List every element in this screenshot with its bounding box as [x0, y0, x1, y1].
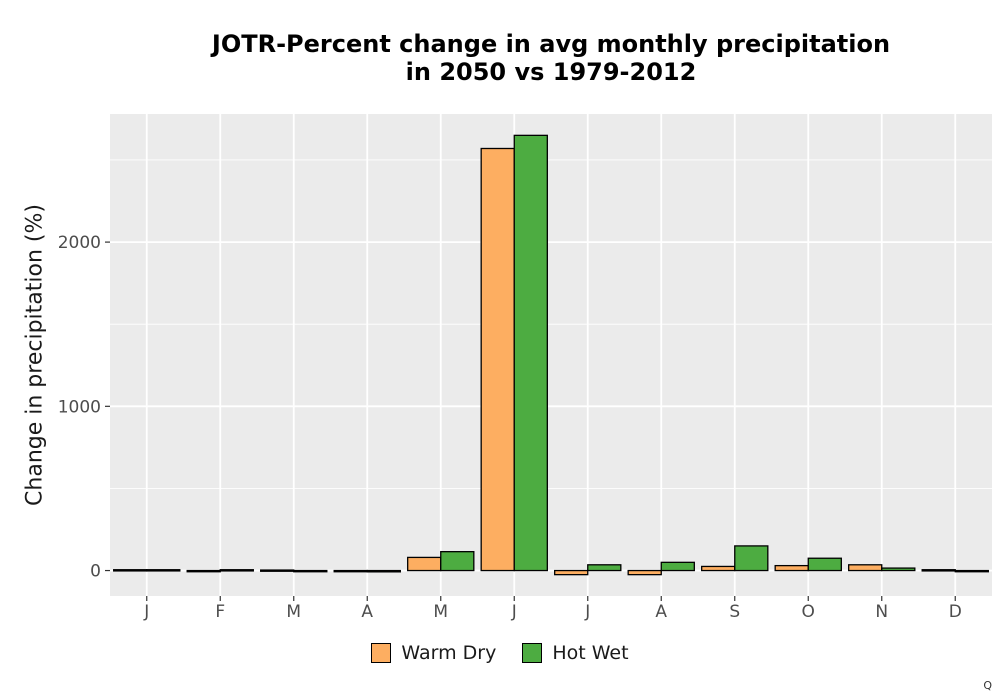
corner-mark: Q	[983, 679, 992, 692]
bar-hot-wet	[954, 569, 989, 573]
bars	[113, 134, 989, 576]
bar-warm-dry	[701, 565, 736, 572]
legend-swatch-warm-dry	[371, 643, 392, 663]
bar-hot-wet	[881, 567, 916, 572]
x-tick-label: J	[584, 602, 590, 622]
bar-warm-dry	[480, 147, 515, 572]
bar-hot-wet	[219, 569, 254, 572]
bar-warm-dry	[848, 564, 883, 572]
bar-hot-wet	[660, 561, 695, 572]
legend-item-hot-wet: Hot Wet	[522, 642, 629, 664]
bar-warm-dry	[554, 569, 589, 576]
y-tick-label: 1000	[58, 397, 101, 417]
bar-hot-wet	[513, 134, 548, 572]
bar-warm-dry	[333, 569, 368, 573]
x-tick-label: D	[949, 602, 962, 622]
x-tick-label: M	[433, 602, 448, 622]
x-tick-label: N	[875, 602, 888, 622]
x-tick-label: J	[143, 602, 149, 622]
bar-hot-wet	[734, 545, 769, 572]
y-tick-label: 0	[90, 562, 101, 582]
chart-title: JOTR-Percent change in avg monthly preci…	[110, 30, 992, 86]
bar-hot-wet	[440, 551, 475, 572]
bar-hot-wet	[293, 569, 328, 573]
legend-swatch-hot-wet	[522, 643, 543, 663]
legend-item-warm-dry: Warm Dry	[371, 642, 496, 664]
legend-label-hot-wet: Hot Wet	[552, 642, 629, 664]
y-tick-label: 2000	[58, 233, 101, 253]
x-tick-label: A	[361, 602, 373, 622]
bar-warm-dry	[627, 569, 662, 576]
bar-warm-dry	[113, 569, 148, 572]
chart-title-line-2: in 2050 vs 1979-2012	[405, 58, 697, 86]
chart-title-line-1: JOTR-Percent change in avg monthly preci…	[211, 30, 891, 58]
bar-warm-dry	[260, 569, 295, 572]
legend: Warm Dry Hot Wet	[0, 642, 1000, 664]
legend-label-warm-dry: Warm Dry	[401, 642, 497, 664]
x-tick-label: J	[511, 602, 517, 622]
bar-hot-wet	[366, 569, 401, 573]
y-axis-ticks: 0 1000 2000	[58, 233, 110, 582]
bar-hot-wet	[146, 569, 181, 572]
x-tick-label: M	[286, 602, 301, 622]
minor-gridlines	[110, 159, 992, 489]
plot-panel	[110, 114, 992, 596]
x-tick-label: S	[729, 602, 740, 622]
bar-warm-dry	[774, 564, 809, 572]
bar-warm-dry	[186, 569, 221, 573]
bar-warm-dry	[407, 556, 442, 572]
bar-warm-dry	[921, 569, 956, 572]
x-tick-label: F	[215, 602, 225, 622]
x-tick-label: A	[655, 602, 667, 622]
x-tick-label: O	[802, 602, 815, 622]
bar-hot-wet	[587, 564, 622, 572]
bar-hot-wet	[807, 557, 842, 572]
